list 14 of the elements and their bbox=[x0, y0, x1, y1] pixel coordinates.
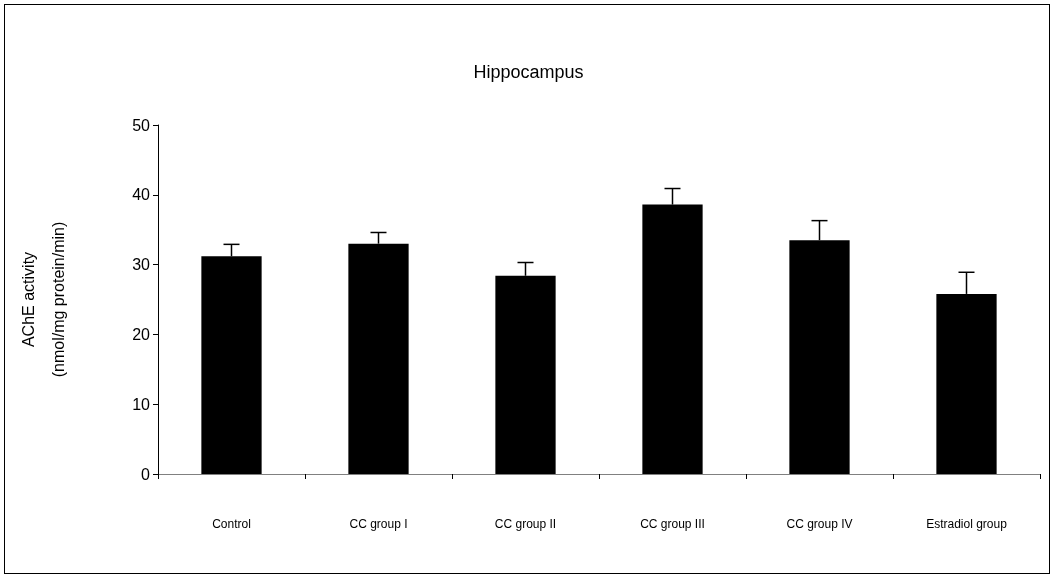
x-tick-label: CC group III bbox=[640, 517, 705, 531]
y-tick-label: 20 bbox=[132, 325, 151, 343]
y-axis-title: AChE activity (nmol/mg protein/min) bbox=[19, 221, 67, 378]
y-tick-label: 10 bbox=[132, 395, 151, 413]
y-tick-label: 0 bbox=[141, 465, 151, 483]
y-tick-label: 40 bbox=[132, 186, 151, 204]
x-tick-label: Estradiol group bbox=[926, 517, 1008, 531]
y-tick-label: 50 bbox=[132, 116, 151, 134]
x-tick-label: CC group IV bbox=[786, 517, 853, 531]
y-tick-label: 30 bbox=[132, 256, 151, 274]
x-tick-label: CC group I bbox=[349, 517, 408, 531]
chart-title: Hippocampus bbox=[473, 62, 584, 82]
x-tick-label: CC group II bbox=[494, 517, 557, 531]
x-tick-label: Control bbox=[212, 517, 251, 531]
